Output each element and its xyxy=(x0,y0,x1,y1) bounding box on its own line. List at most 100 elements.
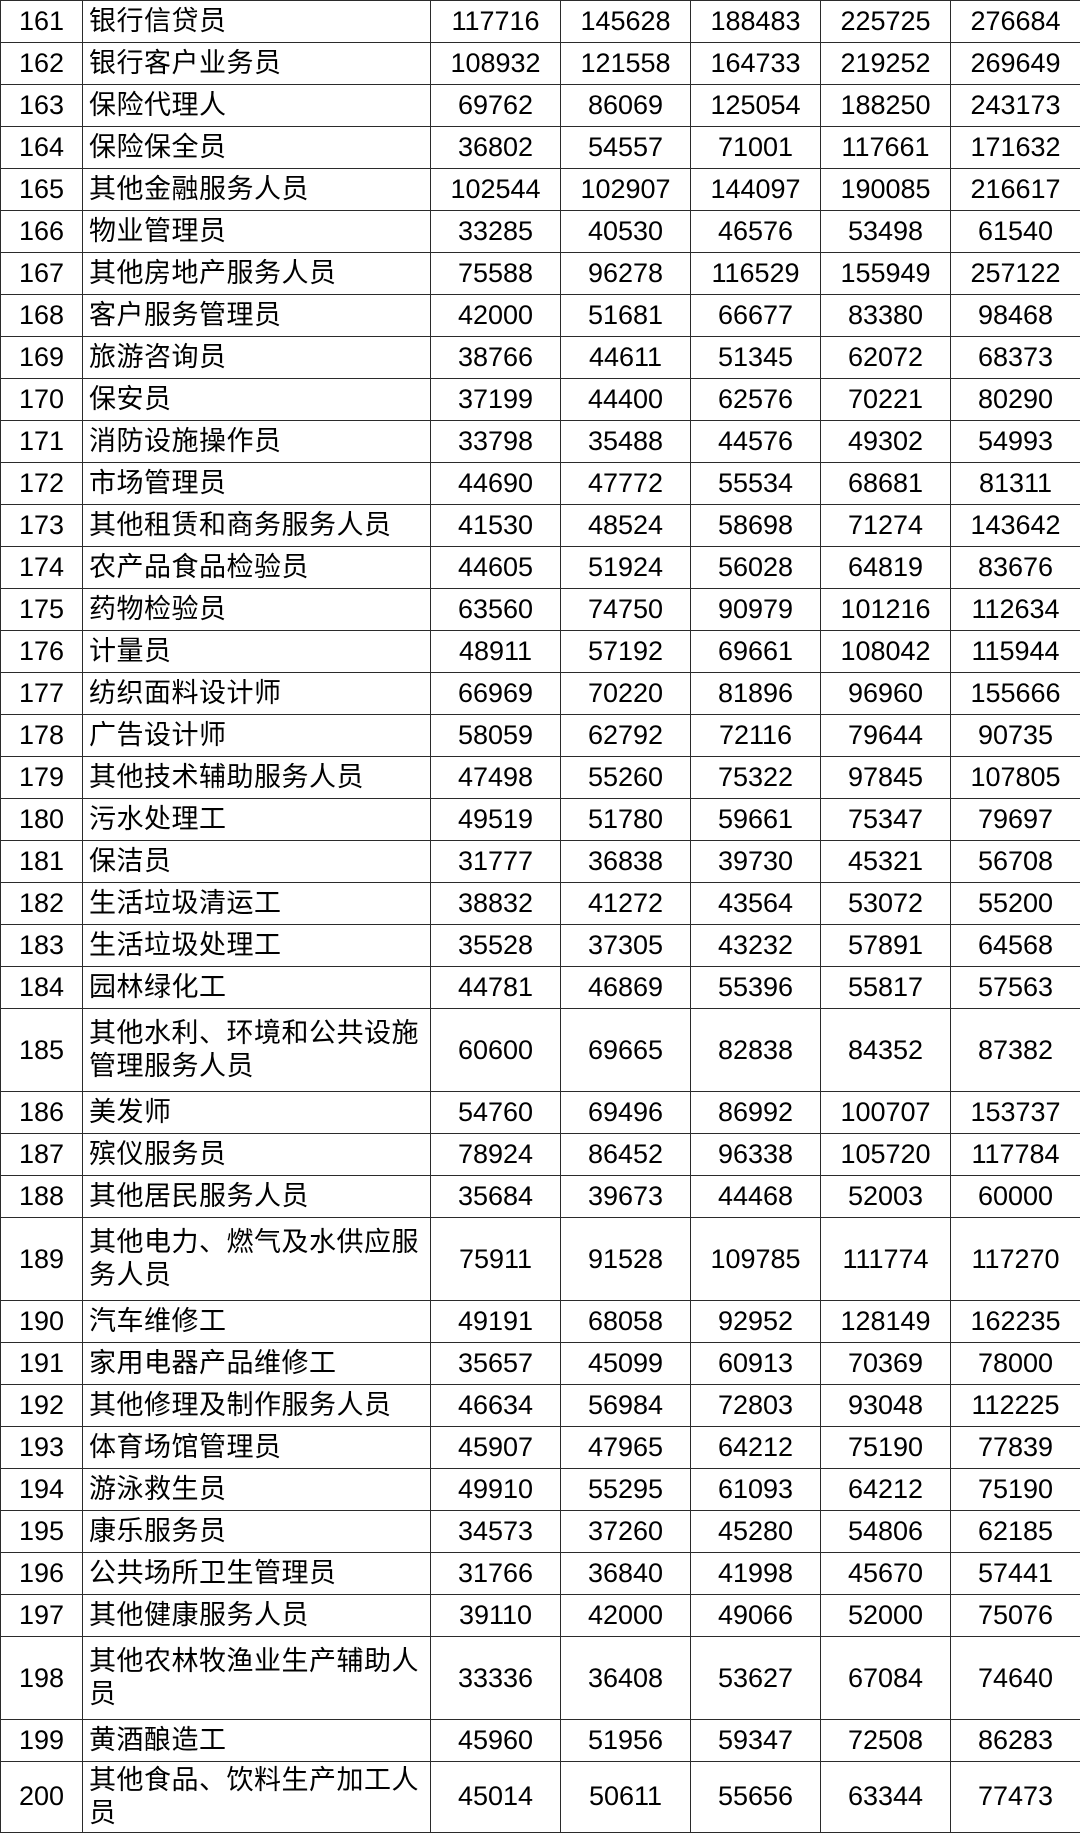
row-value-cell: 31766 xyxy=(431,1553,561,1595)
row-value-cell: 44468 xyxy=(691,1176,821,1218)
row-occupation-name-cell: 银行信贷员 xyxy=(83,1,431,43)
row-value-cell: 49191 xyxy=(431,1301,561,1343)
row-value-cell: 86069 xyxy=(561,85,691,127)
row-occupation-name-cell: 汽车维修工 xyxy=(83,1301,431,1343)
row-occupation-name-cell: 美发师 xyxy=(83,1092,431,1134)
row-value-cell: 69661 xyxy=(691,631,821,673)
row-value-cell: 38766 xyxy=(431,337,561,379)
row-value-cell: 112225 xyxy=(951,1385,1080,1427)
row-value-cell: 35684 xyxy=(431,1176,561,1218)
row-value-cell: 75076 xyxy=(951,1595,1080,1637)
row-value-cell: 75190 xyxy=(951,1469,1080,1511)
row-value-cell: 46634 xyxy=(431,1385,561,1427)
row-value-cell: 42000 xyxy=(431,295,561,337)
row-value-cell: 49519 xyxy=(431,799,561,841)
row-value-cell: 69665 xyxy=(561,1009,691,1092)
row-value-cell: 164733 xyxy=(691,43,821,85)
row-value-cell: 112634 xyxy=(951,589,1080,631)
row-value-cell: 46576 xyxy=(691,211,821,253)
row-rank-cell: 197 xyxy=(1,1595,83,1637)
row-rank-cell: 185 xyxy=(1,1009,83,1092)
row-value-cell: 128149 xyxy=(821,1301,951,1343)
row-value-cell: 96338 xyxy=(691,1134,821,1176)
row-value-cell: 72803 xyxy=(691,1385,821,1427)
row-value-cell: 33285 xyxy=(431,211,561,253)
row-value-cell: 55656 xyxy=(691,1762,821,1833)
row-value-cell: 49066 xyxy=(691,1595,821,1637)
row-value-cell: 257122 xyxy=(951,253,1080,295)
row-rank-cell: 162 xyxy=(1,43,83,85)
row-value-cell: 49302 xyxy=(821,421,951,463)
row-occupation-name-cell: 市场管理员 xyxy=(83,463,431,505)
row-value-cell: 97845 xyxy=(821,757,951,799)
row-value-cell: 54557 xyxy=(561,127,691,169)
row-occupation-name-cell: 其他房地产服务人员 xyxy=(83,253,431,295)
row-value-cell: 52000 xyxy=(821,1595,951,1637)
row-value-cell: 83676 xyxy=(951,547,1080,589)
row-value-cell: 75347 xyxy=(821,799,951,841)
row-rank-cell: 174 xyxy=(1,547,83,589)
row-value-cell: 90979 xyxy=(691,589,821,631)
row-value-cell: 63560 xyxy=(431,589,561,631)
row-value-cell: 117661 xyxy=(821,127,951,169)
row-occupation-name-cell: 旅游咨询员 xyxy=(83,337,431,379)
row-value-cell: 219252 xyxy=(821,43,951,85)
row-occupation-name-cell: 生活垃圾清运工 xyxy=(83,883,431,925)
row-occupation-name-cell: 农产品食品检验员 xyxy=(83,547,431,589)
row-value-cell: 84352 xyxy=(821,1009,951,1092)
row-rank-cell: 184 xyxy=(1,967,83,1009)
row-value-cell: 100707 xyxy=(821,1092,951,1134)
row-value-cell: 92952 xyxy=(691,1301,821,1343)
row-value-cell: 54806 xyxy=(821,1511,951,1553)
row-value-cell: 81896 xyxy=(691,673,821,715)
row-value-cell: 72116 xyxy=(691,715,821,757)
row-rank-cell: 173 xyxy=(1,505,83,547)
row-rank-cell: 178 xyxy=(1,715,83,757)
row-value-cell: 60600 xyxy=(431,1009,561,1092)
row-value-cell: 71001 xyxy=(691,127,821,169)
row-rank-cell: 167 xyxy=(1,253,83,295)
row-occupation-name-cell: 物业管理员 xyxy=(83,211,431,253)
row-rank-cell: 176 xyxy=(1,631,83,673)
row-value-cell: 116529 xyxy=(691,253,821,295)
row-value-cell: 64568 xyxy=(951,925,1080,967)
row-rank-cell: 164 xyxy=(1,127,83,169)
row-rank-cell: 189 xyxy=(1,1218,83,1301)
row-value-cell: 47965 xyxy=(561,1427,691,1469)
row-value-cell: 115944 xyxy=(951,631,1080,673)
row-value-cell: 67084 xyxy=(821,1637,951,1720)
row-value-cell: 56028 xyxy=(691,547,821,589)
row-value-cell: 35528 xyxy=(431,925,561,967)
row-value-cell: 60913 xyxy=(691,1343,821,1385)
row-rank-cell: 166 xyxy=(1,211,83,253)
row-value-cell: 54993 xyxy=(951,421,1080,463)
row-value-cell: 57563 xyxy=(951,967,1080,1009)
row-value-cell: 64819 xyxy=(821,547,951,589)
row-value-cell: 98468 xyxy=(951,295,1080,337)
row-occupation-name-cell: 其他农林牧渔业生产辅助人员 xyxy=(83,1637,431,1720)
row-value-cell: 56984 xyxy=(561,1385,691,1427)
row-rank-cell: 180 xyxy=(1,799,83,841)
row-value-cell: 109785 xyxy=(691,1218,821,1301)
row-value-cell: 41272 xyxy=(561,883,691,925)
row-rank-cell: 168 xyxy=(1,295,83,337)
row-value-cell: 47498 xyxy=(431,757,561,799)
row-rank-cell: 170 xyxy=(1,379,83,421)
